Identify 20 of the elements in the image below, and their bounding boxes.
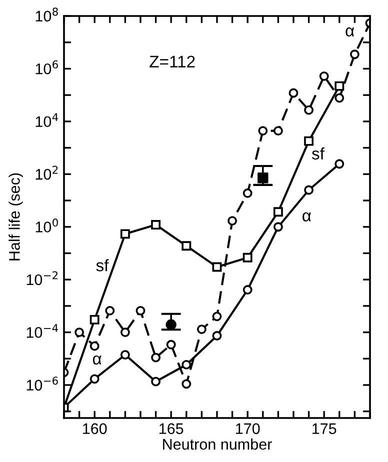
annotation: Z=112 (150, 56, 195, 68)
y-tick-label: 10$^{−6}$ (26, 376, 58, 391)
y-tick-label: 10$^{0}$ (36, 218, 58, 232)
y-tick-label: 10$^{−2}$ (26, 271, 58, 286)
y-tick-label: 10$^{4}$ (36, 113, 58, 128)
x-axis-title: Neutron number (163, 438, 272, 450)
x-tick-label: 175 (312, 423, 336, 434)
y-tick-label: 10$^{6}$ (36, 60, 58, 74)
y-tick-label: 10$^{−4}$ (26, 324, 58, 338)
x-tick-label: 170 (236, 423, 260, 434)
annotation: sf (312, 147, 324, 160)
annotation: sf (96, 259, 109, 272)
annotation: α (92, 355, 102, 365)
annotation: α (302, 212, 311, 222)
y-tick-label: 10$^{8}$ (36, 8, 58, 22)
annotation: α (346, 27, 354, 37)
y-tick-label: 10$^{2}$ (36, 166, 58, 180)
x-tick-label: 160 (83, 423, 107, 434)
y-axis-title: Half life (sec) (8, 173, 23, 260)
x-tick-label: 165 (160, 423, 184, 434)
